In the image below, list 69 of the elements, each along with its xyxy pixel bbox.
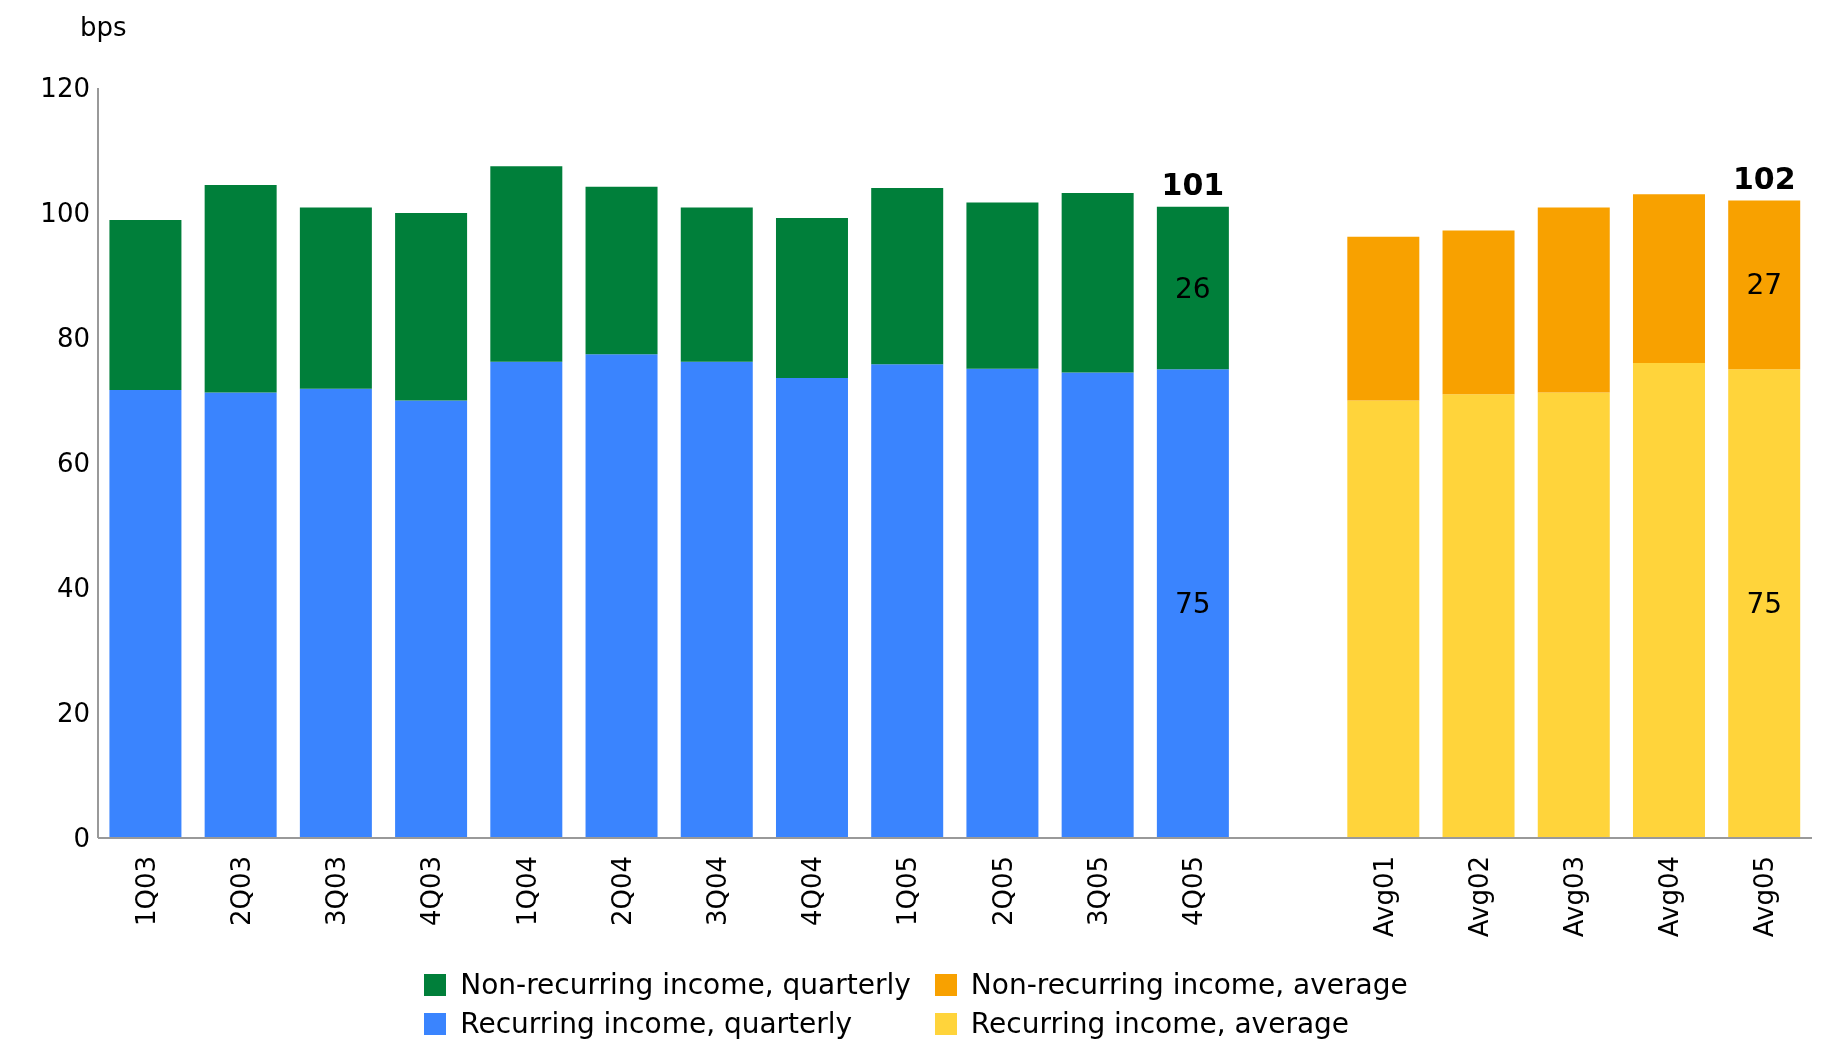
data-label: 27 (1746, 268, 1783, 302)
x-tick-label: 3Q05 (1082, 856, 1113, 927)
data-label: 26 (1175, 271, 1211, 305)
x-tick-label: 2Q05 (987, 856, 1018, 927)
x-tick-label: Avg02 (1463, 856, 1494, 938)
bar (299, 207, 372, 389)
bar (775, 378, 848, 838)
bar (1728, 200, 1801, 370)
x-tick-label: Avg05 (1749, 856, 1780, 938)
x-tick-label: 1Q03 (130, 856, 161, 927)
total-label: 101 (1161, 166, 1225, 202)
x-tick-label: 3Q04 (701, 856, 732, 927)
bar (871, 188, 944, 365)
legend-label: Recurring income, quarterly (460, 1007, 853, 1039)
bar (1442, 394, 1515, 838)
data-label: 75 (1746, 587, 1783, 621)
bar (1537, 207, 1610, 393)
bar (299, 388, 372, 838)
bar (966, 202, 1039, 369)
y-tick-label: 80 (56, 323, 90, 354)
legend-label: Non-recurring income, quarterly (460, 968, 911, 1001)
x-tick-label: 4Q05 (1178, 856, 1209, 927)
bar (395, 213, 468, 401)
bar (1347, 236, 1420, 401)
bar (204, 184, 277, 393)
y-tick-label: 100 (40, 198, 90, 229)
bar (966, 368, 1039, 838)
x-tick-label: 3Q03 (321, 856, 352, 927)
y-tick-label: 60 (56, 448, 90, 479)
y-tick-label: 0 (73, 823, 90, 854)
bar (109, 389, 182, 838)
x-tick-label: 1Q04 (511, 856, 542, 927)
y-axis-title: bps (80, 12, 127, 42)
x-tick-label: Avg04 (1654, 856, 1685, 938)
bar (680, 207, 753, 362)
y-tick-label: 40 (56, 573, 90, 604)
bar (490, 166, 563, 362)
bar (1061, 372, 1134, 838)
bar (1537, 392, 1610, 838)
bar (871, 364, 944, 838)
bar (585, 354, 658, 838)
legend-label: Non-recurring income, average (970, 968, 1408, 1001)
x-tick-label: 4Q03 (416, 856, 447, 927)
bar (1632, 194, 1705, 363)
total-label: 102 (1732, 160, 1796, 196)
data-label: 75 (1175, 587, 1211, 621)
bar (1156, 206, 1229, 370)
legend-label: Recurring income, average (970, 1007, 1350, 1039)
bar (775, 218, 848, 378)
bar (109, 219, 182, 390)
bar (585, 186, 658, 355)
bar (1061, 193, 1134, 373)
x-tick-label: 2Q04 (606, 856, 637, 927)
bar (490, 361, 563, 838)
bar (1156, 369, 1229, 838)
bar (1347, 400, 1420, 838)
bar (1632, 363, 1705, 838)
x-tick-label: 2Q03 (225, 856, 256, 927)
bar (680, 361, 753, 838)
bar (1442, 230, 1515, 395)
x-tick-label: 4Q04 (797, 856, 828, 927)
y-tick-label: 20 (56, 698, 90, 729)
y-tick-label: 120 (40, 73, 90, 104)
x-tick-label: Avg01 (1368, 856, 1399, 938)
bar (395, 400, 468, 838)
bar (1728, 369, 1801, 838)
bar (204, 392, 277, 838)
x-tick-label: 1Q05 (892, 856, 923, 927)
x-tick-label: Avg03 (1558, 856, 1589, 938)
